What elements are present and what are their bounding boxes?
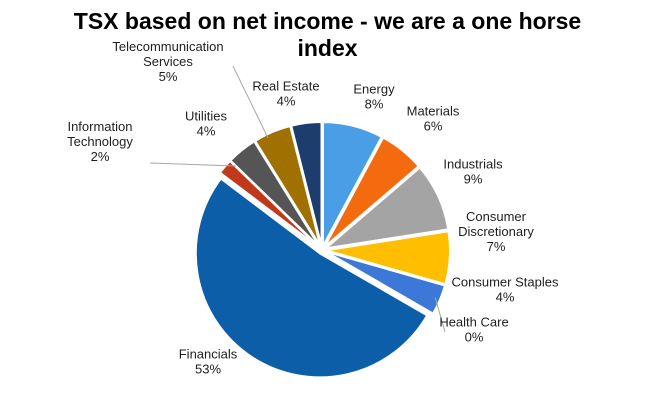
data-label-line: Discretionary xyxy=(458,224,534,239)
data-label-line: 4% xyxy=(197,124,216,139)
data-label-line: 9% xyxy=(464,172,483,187)
data-label-line: Materials xyxy=(407,104,460,119)
data-label-line: Health Care xyxy=(439,315,508,330)
pie-slice-materials xyxy=(323,136,421,248)
data-label-consumer-staples: Consumer Staples 4% xyxy=(452,275,559,305)
data-label-information-technology: Information Technology 2% xyxy=(67,119,133,164)
pie-slice-real-estate xyxy=(290,121,323,247)
data-label-line: 4% xyxy=(496,290,515,305)
pie-slices xyxy=(194,121,451,379)
data-label-line: Information xyxy=(67,119,132,134)
data-label-financials: Financials 53% xyxy=(179,347,238,377)
pie-slice-consumer-discretionary xyxy=(325,230,451,286)
data-label-line: Financials xyxy=(179,347,238,362)
data-label-line: Services xyxy=(143,54,193,69)
data-label-consumer-discretionary: Consumer Discretionary 7% xyxy=(458,209,534,254)
data-label-line: 7% xyxy=(487,239,506,254)
data-label-line: 4% xyxy=(277,94,296,109)
pie-slice-health-care xyxy=(324,251,434,315)
leader-line-information-technology xyxy=(149,162,237,167)
pie-slice-energy xyxy=(321,121,383,247)
data-label-line: Utilities xyxy=(185,109,227,124)
data-label-industrials: Industrials 9% xyxy=(443,157,503,187)
data-label-line: 0% xyxy=(465,330,484,345)
data-label-line: 6% xyxy=(424,119,443,134)
data-label-line: 53% xyxy=(195,362,221,377)
data-label-real-estate: Real Estate 4% xyxy=(252,79,319,109)
data-label-line: 2% xyxy=(91,149,110,164)
data-label-line: 5% xyxy=(159,69,178,84)
data-label-line: Energy xyxy=(353,82,395,97)
pie-slice-telecommunication-services xyxy=(253,124,322,247)
data-label-line: Consumer Staples xyxy=(452,275,559,290)
data-label-line: Telecommunication xyxy=(112,39,223,54)
data-label-line: Industrials xyxy=(443,157,503,172)
leader-line-telecommunication-services xyxy=(232,65,269,139)
data-label-telecommunication-services: Telecommunication Services 5% xyxy=(112,39,223,84)
data-label-line: Consumer xyxy=(466,209,527,224)
chart-title-line-1: TSX based on net income - we are a one h… xyxy=(73,8,582,34)
leader-line-health-care xyxy=(434,296,446,333)
data-label-energy: Energy 8% xyxy=(353,82,395,112)
data-label-utilities: Utilities 4% xyxy=(185,109,227,139)
pie-slice-industrials xyxy=(322,166,450,250)
pie-slice-financials xyxy=(194,177,429,379)
data-label-materials: Materials 6% xyxy=(407,104,460,134)
data-label-line: Real Estate xyxy=(252,79,319,94)
data-label-health-care: Health Care 0% xyxy=(439,315,508,345)
pie-slice-utilities xyxy=(229,140,321,248)
data-label-line: 8% xyxy=(365,97,384,112)
data-label-line: Technology xyxy=(67,134,133,149)
chart-title-line-2: index xyxy=(297,35,358,61)
chart-title: TSX based on net income - we are a one h… xyxy=(0,8,655,62)
